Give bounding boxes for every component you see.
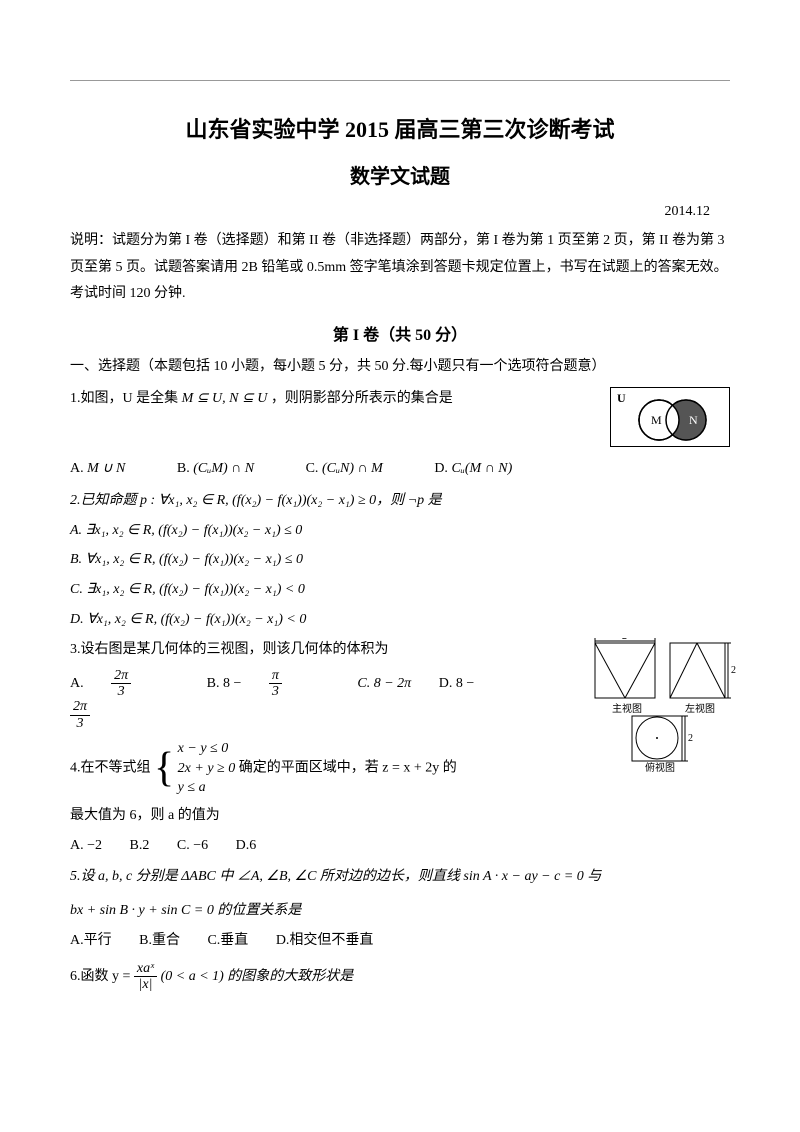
question-4: 4.在不等式组 { x − y ≤ 0 2x + y ≥ 0 y ≤ a 确定的…: [70, 739, 730, 798]
q1-stem-pre: 1.如图，U 是全集: [70, 391, 182, 406]
q3-stem: 3.设右图是某几何体的三视图，则该几何体的体积为: [70, 642, 389, 657]
q4-optD: D.6: [236, 838, 257, 853]
section-1-title: 第 I 卷（共 50 分）: [70, 322, 730, 349]
side-view-label: 左视图: [685, 702, 715, 715]
q4-optB: B.2: [130, 838, 150, 853]
q2-optD: D. ∀x₁, x₂ ∈ R, (f(x₂) − f(x₁))(x₂ − x₁)…: [70, 608, 730, 632]
q1-optD: D. Cᵤ(M ∩ N): [434, 461, 536, 476]
q2-stem: 2.已知命题 p : ∀x₁, x₂ ∈ R, (f(x₂) − f(x₁))(…: [70, 493, 442, 508]
q3-optB: B. 8 − π3: [207, 676, 334, 691]
q6-num: xaˣ: [134, 961, 157, 977]
svg-text:2: 2: [622, 638, 627, 642]
q5-options: A.平行 B.重合 C.垂直 D.相交但不垂直: [70, 929, 730, 953]
venn-n-label: N: [689, 413, 698, 427]
venn-u-label: U: [617, 391, 626, 405]
q4-optA: A. −2: [70, 838, 102, 853]
q4-system: x − y ≤ 0 2x + y ≥ 0 y ≤ a: [178, 739, 236, 798]
exam-title: 山东省实验中学 2015 届高三第三次诊断考试: [70, 111, 730, 148]
q4-stem-line2: 最大值为 6，则 a 的值为: [70, 804, 730, 828]
q4-stem-pre: 4.在不等式组: [70, 761, 151, 776]
q2-optC: C. ∃x₁, x₂ ∈ R, (f(x₂) − f(x₁))(x₂ − x₁)…: [70, 578, 730, 602]
exam-instructions: 说明：试题分为第 I 卷（选择题）和第 II 卷（非选择题）两部分，第 I 卷为…: [70, 228, 730, 308]
q4-optC: C. −6: [177, 838, 208, 853]
section-1-note: 一、选择题（本题包括 10 小题，每小题 5 分，共 50 分.每小题只有一个选…: [70, 355, 730, 379]
q2-optB: B. ∀x₁, x₂ ∈ R, (f(x₂) − f(x₁))(x₂ − x₁)…: [70, 548, 730, 572]
venn-m-label: M: [651, 413, 662, 427]
q6-stem-post: (0 < a < 1) 的图象的大致形状是: [161, 969, 354, 984]
left-brace-icon: {: [154, 750, 174, 788]
front-view-label: 主视图: [612, 702, 642, 715]
venn-diagram: U M N: [610, 387, 730, 447]
q6-stem-pre: 6.函数 y =: [70, 969, 130, 984]
q1-optB: B. (CᵤM) ∩ N: [177, 461, 278, 476]
q5-optA: A.平行: [70, 933, 112, 948]
q5-optD: D.相交但不垂直: [276, 933, 374, 948]
question-5-line1: 5.设 a, b, c 分别是 ΔABC 中 ∠A, ∠B, ∠C 所对边的边长…: [70, 865, 730, 889]
question-2: 2.已知命题 p : ∀x₁, x₂ ∈ R, (f(x₂) − f(x₁))(…: [70, 489, 730, 513]
q5-optC: C.垂直: [207, 933, 248, 948]
q1-optC: C. (CᵤN) ∩ M: [306, 461, 407, 476]
question-1: 1.如图，U 是全集 M ⊆ U, N ⊆ U ，则阴影部分所表示的集合是 U …: [70, 387, 730, 451]
question-6: 6.函数 y = xaˣ |x| (0 < a < 1) 的图象的大致形状是: [70, 961, 730, 993]
q1-optA: A. M ∪ N: [70, 461, 149, 476]
q1-options: A. M ∪ N B. (CᵤM) ∩ N C. (CᵤN) ∩ M D. Cᵤ…: [70, 457, 730, 481]
q3-optC: C. 8 − 2π: [357, 676, 411, 691]
exam-date: 2014.12: [70, 200, 730, 224]
exam-subtitle: 数学文试题: [70, 160, 730, 194]
q1-stem-math: M ⊆ U, N ⊆ U: [182, 391, 268, 406]
q2-optA: A. ∃x₁, x₂ ∈ R, (f(x₂) − f(x₁))(x₂ − x₁)…: [70, 519, 730, 543]
svg-text:2: 2: [731, 665, 736, 676]
top-rule: [70, 80, 730, 81]
q6-den: |x|: [134, 977, 157, 992]
q1-stem-post: ，则阴影部分所表示的集合是: [271, 391, 453, 406]
q3-optA: A. 2π3: [70, 676, 183, 691]
question-3: 3.设右图是某几何体的三视图，则该几何体的体积为 2 主视图: [70, 638, 730, 662]
q4-stem-mid: 确定的平面区域中，若 z = x + 2y 的: [239, 761, 457, 776]
question-5-line2: bx + sin B · y + sin C = 0 的位置关系是: [70, 899, 730, 923]
q5-optB: B.重合: [139, 933, 180, 948]
q4-options: A. −2 B.2 C. −6 D.6: [70, 834, 730, 858]
